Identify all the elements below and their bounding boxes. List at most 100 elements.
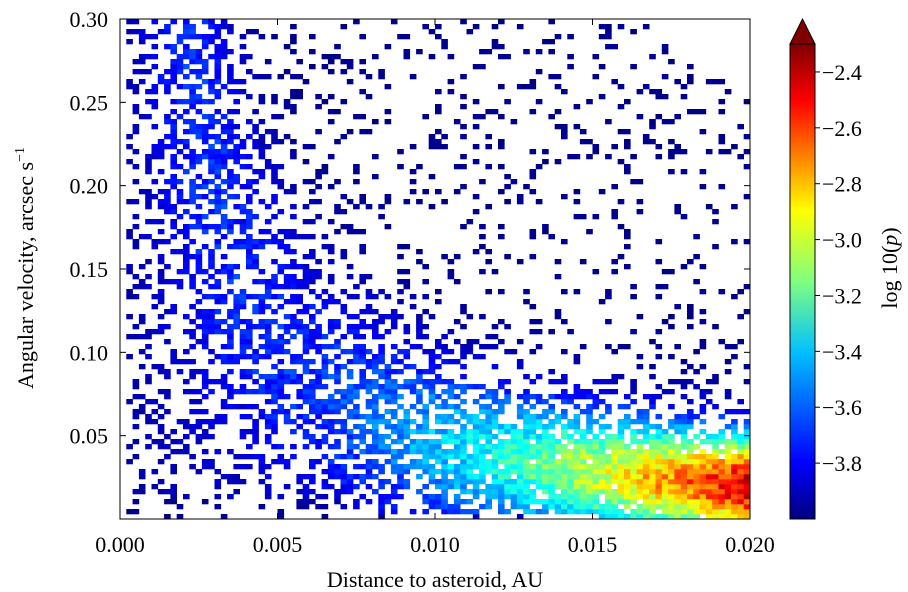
heatmap-cell xyxy=(151,469,159,475)
heatmap-cell xyxy=(680,489,688,495)
heatmap-cell xyxy=(220,164,228,170)
heatmap-cell xyxy=(586,474,593,480)
heatmap-cell xyxy=(233,264,240,270)
heatmap-cell xyxy=(567,434,574,440)
heatmap-cell xyxy=(466,349,474,355)
heatmap-cell xyxy=(523,489,530,495)
heatmap-cell xyxy=(535,464,543,470)
heatmap-cell xyxy=(183,494,190,500)
heatmap-cell xyxy=(737,459,744,465)
heatmap-cell xyxy=(724,439,732,445)
heatmap-cell xyxy=(220,379,228,385)
heatmap-cell xyxy=(699,394,707,400)
heatmap-cell xyxy=(151,294,159,300)
heatmap-cell xyxy=(227,194,234,200)
heatmap-cell xyxy=(183,314,190,320)
heatmap-cell xyxy=(290,294,297,300)
heatmap-cell xyxy=(214,109,222,115)
heatmap-cell xyxy=(428,504,436,510)
heatmap-cell xyxy=(239,89,247,95)
heatmap-cell xyxy=(340,464,348,470)
x-tick-label: 0.020 xyxy=(725,532,775,557)
heatmap-cell xyxy=(220,344,228,350)
heatmap-cell xyxy=(296,74,303,80)
heatmap-cell xyxy=(435,144,442,150)
heatmap-cell xyxy=(189,179,196,185)
heatmap-cell xyxy=(302,429,310,435)
heatmap-cell xyxy=(617,454,625,460)
heatmap-cell xyxy=(731,484,738,490)
heatmap-cell xyxy=(561,489,568,495)
heatmap-cell xyxy=(189,359,196,365)
heatmap-cell xyxy=(164,454,171,460)
heatmap-cell xyxy=(309,344,316,350)
heatmap-cell xyxy=(687,259,694,265)
heatmap-cell xyxy=(183,19,190,25)
heatmap-cell xyxy=(479,429,486,435)
heatmap-cell xyxy=(390,454,398,460)
heatmap-cell xyxy=(315,334,322,340)
heatmap-cell xyxy=(214,479,222,485)
heatmap-cell xyxy=(183,424,190,430)
heatmap-cell xyxy=(271,459,278,465)
heatmap-cell xyxy=(441,499,448,505)
heatmap-cell xyxy=(516,84,524,90)
heatmap-cell xyxy=(271,114,278,120)
heatmap-cell xyxy=(579,469,587,475)
heatmap-cell xyxy=(346,274,354,280)
heatmap-cell xyxy=(327,464,335,470)
heatmap-cell xyxy=(460,164,467,170)
heatmap-cell xyxy=(201,19,209,25)
heatmap-cell xyxy=(687,314,694,320)
heatmap-cell xyxy=(655,384,663,390)
heatmap-cell xyxy=(435,439,442,445)
heatmap-cell xyxy=(535,49,543,55)
heatmap-cell xyxy=(542,479,549,485)
heatmap-cell xyxy=(649,364,656,370)
heatmap-cell xyxy=(498,459,505,465)
heatmap-cell xyxy=(611,379,618,385)
heatmap-cell xyxy=(378,504,385,510)
heatmap-cell xyxy=(737,124,744,130)
heatmap-cell xyxy=(195,74,203,80)
heatmap-cell xyxy=(271,284,278,290)
heatmap-cell xyxy=(302,389,310,395)
heatmap-cell xyxy=(208,419,215,425)
heatmap-cell xyxy=(573,354,581,360)
heatmap-cell xyxy=(743,379,751,385)
heatmap-cell xyxy=(403,479,411,485)
heatmap-cell xyxy=(264,159,272,165)
heatmap-cell xyxy=(359,474,366,480)
heatmap-cell xyxy=(554,394,562,400)
heatmap-cell xyxy=(498,319,505,325)
heatmap-cell xyxy=(132,284,140,290)
heatmap-cell xyxy=(661,464,669,470)
heatmap-cell xyxy=(573,489,581,495)
heatmap-cell xyxy=(359,34,366,40)
heatmap-cell xyxy=(523,299,530,305)
heatmap-cell xyxy=(498,444,505,450)
heatmap-cell xyxy=(233,359,240,365)
heatmap-cell xyxy=(214,54,222,60)
heatmap-cell xyxy=(145,69,152,75)
heatmap-cell xyxy=(693,454,700,460)
heatmap-cell xyxy=(271,94,278,100)
heatmap-cell xyxy=(687,304,694,310)
heatmap-cell xyxy=(699,494,707,500)
heatmap-cell xyxy=(264,474,272,480)
heatmap-cell xyxy=(201,294,209,300)
heatmap-cell xyxy=(390,399,398,405)
heatmap-cell xyxy=(208,319,215,325)
heatmap-cell xyxy=(592,469,600,475)
heatmap-cell xyxy=(309,189,316,195)
heatmap-cell xyxy=(201,379,209,385)
heatmap-cell xyxy=(214,309,222,315)
heatmap-cell xyxy=(290,189,297,195)
heatmap-cell xyxy=(617,404,625,410)
heatmap-cell xyxy=(170,129,177,135)
heatmap-cell xyxy=(680,359,688,365)
heatmap-cell xyxy=(485,204,492,210)
heatmap-cell xyxy=(668,489,675,495)
heatmap-cell xyxy=(649,464,656,470)
heatmap-cell xyxy=(302,384,310,390)
